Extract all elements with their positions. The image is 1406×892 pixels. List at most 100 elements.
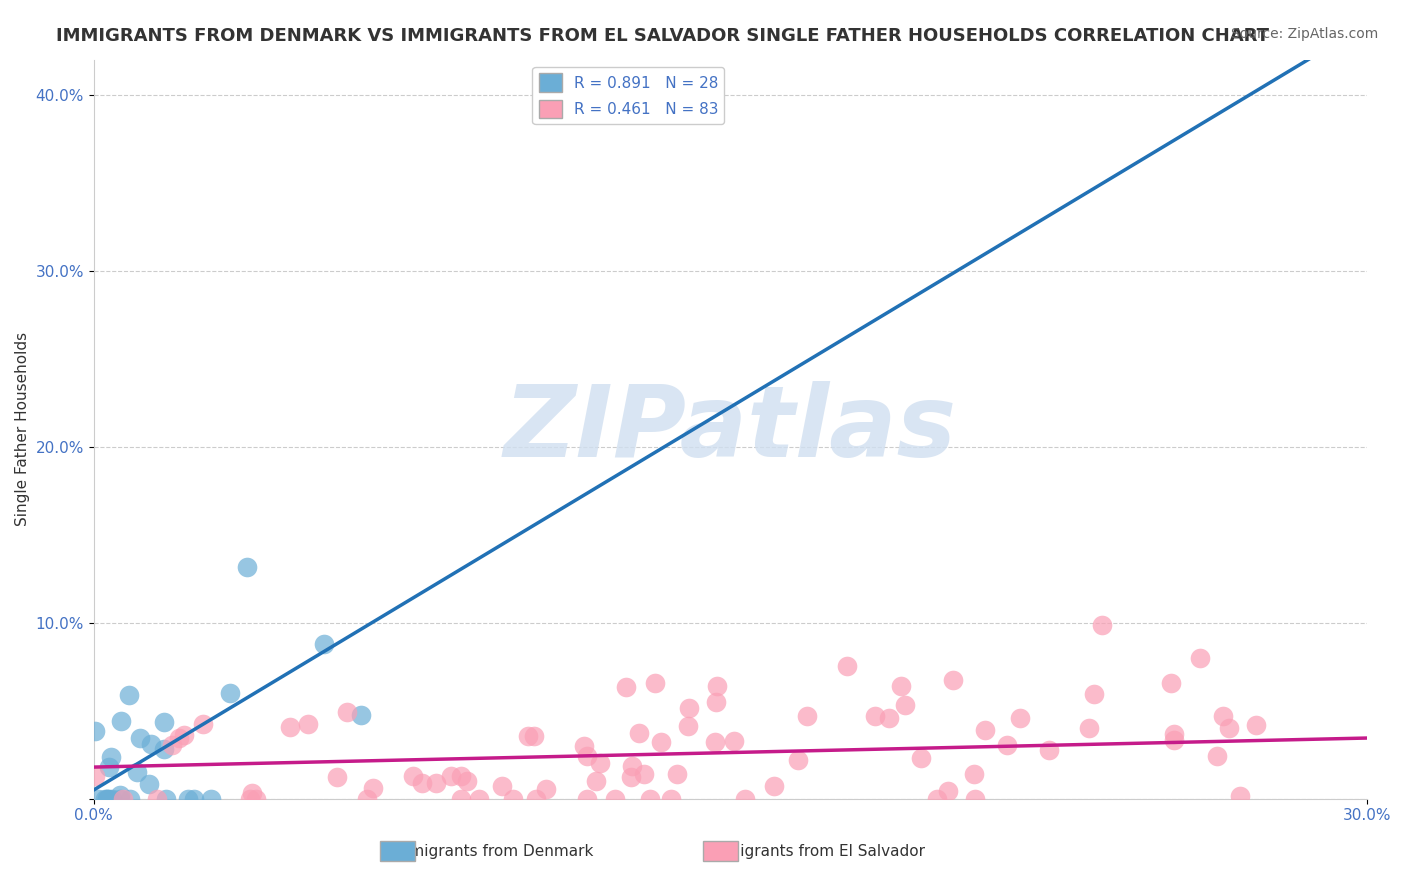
Point	[963, 767, 986, 781]
Point	[146, 791, 169, 805]
Point	[112, 791, 135, 805]
Point	[169, 731, 191, 746]
Point	[585, 773, 607, 788]
Point	[704, 695, 727, 709]
Point	[139, 737, 162, 751]
Point	[219, 686, 242, 700]
Point	[96, 791, 118, 805]
Point	[523, 729, 546, 743]
Point	[524, 791, 547, 805]
Text: Immigrants from Denmark: Immigrants from Denmark	[391, 845, 593, 859]
Point	[491, 779, 513, 793]
Point	[1244, 718, 1267, 732]
Point	[238, 791, 260, 805]
Point	[644, 675, 666, 690]
Point	[152, 714, 174, 729]
Point	[574, 739, 596, 754]
Text: Source: ZipAtlas.com: Source: ZipAtlas.com	[1230, 27, 1378, 41]
Point	[676, 719, 699, 733]
Point	[704, 735, 727, 749]
Point	[589, 756, 612, 771]
Point	[245, 791, 267, 805]
Point	[614, 680, 637, 694]
Point	[786, 753, 808, 767]
Point	[240, 786, 263, 800]
Point	[763, 779, 786, 793]
Point	[361, 780, 384, 795]
Point	[456, 774, 478, 789]
Point	[894, 698, 917, 712]
Point	[153, 741, 176, 756]
Point	[117, 688, 139, 702]
Point	[160, 739, 183, 753]
Point	[877, 711, 900, 725]
Point	[890, 679, 912, 693]
Point	[155, 791, 177, 805]
Point	[1189, 650, 1212, 665]
Point	[603, 791, 626, 805]
Point	[236, 560, 259, 574]
Point	[1229, 789, 1251, 803]
Point	[96, 791, 118, 805]
Legend: R = 0.891   N = 28, R = 0.461   N = 83: R = 0.891 N = 28, R = 0.461 N = 83	[533, 67, 724, 124]
Point	[177, 791, 200, 805]
Point	[628, 726, 651, 740]
Point	[356, 791, 378, 805]
Point	[734, 791, 756, 805]
Y-axis label: Single Father Households: Single Father Households	[15, 332, 30, 526]
Point	[440, 768, 463, 782]
Point	[678, 700, 700, 714]
Point	[98, 791, 121, 805]
Point	[173, 728, 195, 742]
Point	[536, 782, 558, 797]
Point	[183, 791, 205, 805]
Point	[101, 791, 124, 805]
Point	[665, 767, 688, 781]
Point	[974, 723, 997, 737]
Point	[98, 760, 121, 774]
Point	[125, 765, 148, 780]
Point	[1038, 743, 1060, 757]
Text: ZIPatlas: ZIPatlas	[503, 381, 957, 478]
Point	[942, 673, 965, 687]
Point	[638, 791, 661, 805]
Point	[100, 750, 122, 764]
Point	[450, 791, 472, 805]
Point	[517, 729, 540, 743]
Point	[200, 791, 222, 805]
Point	[796, 708, 818, 723]
Point	[1010, 711, 1032, 725]
Point	[1163, 732, 1185, 747]
Point	[910, 751, 932, 765]
Point	[450, 769, 472, 783]
Point	[938, 783, 960, 797]
Point	[297, 717, 319, 731]
Point	[995, 738, 1018, 752]
Point	[94, 791, 117, 805]
Point	[650, 735, 672, 749]
Point	[193, 716, 215, 731]
Point	[965, 791, 987, 805]
Point	[502, 791, 524, 805]
Point	[925, 791, 948, 805]
Point	[706, 679, 728, 693]
Point	[312, 637, 335, 651]
Point	[336, 706, 359, 720]
Point	[1078, 721, 1101, 735]
Point	[1218, 721, 1240, 735]
Point	[575, 791, 598, 805]
Text: Immigrants from El Salvador: Immigrants from El Salvador	[706, 845, 925, 859]
Point	[659, 791, 682, 805]
Text: IMMIGRANTS FROM DENMARK VS IMMIGRANTS FROM EL SALVADOR SINGLE FATHER HOUSEHOLDS : IMMIGRANTS FROM DENMARK VS IMMIGRANTS FR…	[56, 27, 1270, 45]
Point	[1205, 748, 1227, 763]
Point	[425, 776, 447, 790]
Point	[468, 791, 491, 805]
Point	[1212, 709, 1234, 723]
Point	[118, 791, 141, 805]
Point	[1083, 687, 1105, 701]
Point	[723, 734, 745, 748]
Point	[84, 724, 107, 739]
Point	[138, 777, 160, 791]
Point	[633, 766, 655, 780]
Point	[402, 769, 425, 783]
